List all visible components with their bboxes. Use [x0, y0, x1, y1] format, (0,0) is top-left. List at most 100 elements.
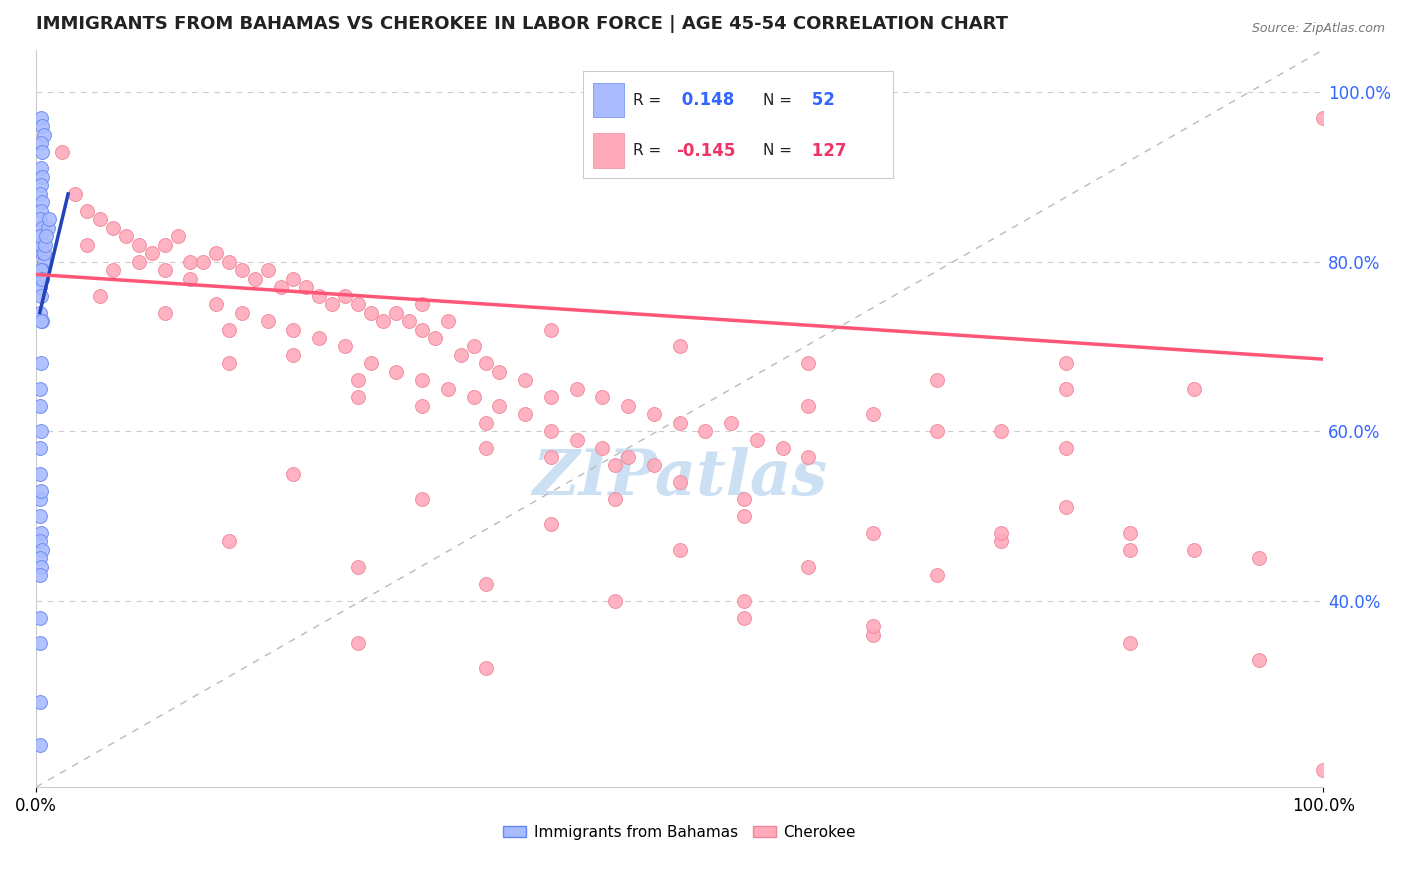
Point	[205, 297, 228, 311]
Point	[30, 525, 52, 540]
Point	[153, 305, 176, 319]
Point	[153, 263, 176, 277]
Point	[346, 390, 368, 404]
Point	[990, 424, 1012, 438]
Text: 127: 127	[806, 142, 846, 160]
Point	[450, 348, 472, 362]
Point	[398, 314, 420, 328]
Point	[28, 738, 51, 752]
Point	[28, 610, 51, 624]
Point	[346, 636, 368, 650]
Point	[1119, 525, 1142, 540]
Point	[1184, 382, 1206, 396]
Point	[283, 322, 305, 336]
Point	[990, 525, 1012, 540]
Point	[475, 356, 498, 370]
Point	[28, 186, 51, 201]
Point	[218, 254, 240, 268]
Point	[218, 356, 240, 370]
Point	[513, 407, 536, 421]
Point	[488, 365, 510, 379]
Point	[30, 263, 52, 277]
Point	[89, 212, 111, 227]
Point	[28, 229, 51, 244]
Point	[101, 220, 124, 235]
Point	[31, 263, 53, 277]
Point	[1119, 542, 1142, 557]
Point	[1119, 636, 1142, 650]
Point	[463, 339, 485, 353]
Point	[308, 288, 330, 302]
Point	[28, 382, 51, 396]
Point	[35, 229, 58, 244]
Point	[1054, 441, 1077, 455]
Point	[218, 534, 240, 549]
Point	[411, 373, 433, 387]
Point	[128, 237, 150, 252]
Point	[925, 424, 948, 438]
Point	[862, 407, 884, 421]
Point	[797, 559, 820, 574]
Point	[695, 424, 717, 438]
Point	[925, 373, 948, 387]
Point	[423, 331, 446, 345]
Point	[862, 627, 884, 641]
Point	[862, 619, 884, 633]
Point	[1247, 653, 1270, 667]
Point	[30, 161, 52, 176]
Point	[733, 610, 755, 624]
Point	[411, 399, 433, 413]
Point	[30, 136, 52, 150]
Point	[591, 390, 613, 404]
Point	[668, 475, 690, 489]
Point	[540, 322, 562, 336]
Point	[540, 517, 562, 532]
Text: IMMIGRANTS FROM BAHAMAS VS CHEROKEE IN LABOR FORCE | AGE 45-54 CORRELATION CHART: IMMIGRANTS FROM BAHAMAS VS CHEROKEE IN L…	[37, 15, 1008, 33]
Point	[617, 450, 640, 464]
Point	[89, 288, 111, 302]
Point	[308, 331, 330, 345]
Point	[565, 382, 588, 396]
Point	[128, 254, 150, 268]
Point	[166, 229, 188, 244]
Point	[30, 356, 52, 370]
Point	[385, 305, 408, 319]
Text: N =: N =	[763, 93, 792, 108]
Point	[283, 348, 305, 362]
Point	[346, 373, 368, 387]
Point	[179, 254, 201, 268]
Text: Source: ZipAtlas.com: Source: ZipAtlas.com	[1251, 22, 1385, 36]
Point	[28, 441, 51, 455]
Point	[643, 407, 665, 421]
Point	[31, 145, 53, 159]
Point	[141, 246, 163, 260]
Point	[797, 356, 820, 370]
Point	[256, 314, 278, 328]
Point	[31, 119, 53, 133]
Point	[37, 220, 59, 235]
Point	[333, 288, 356, 302]
Point	[193, 254, 215, 268]
Point	[34, 237, 56, 252]
Point	[862, 525, 884, 540]
Point	[605, 491, 627, 506]
Point	[321, 297, 343, 311]
Point	[30, 271, 52, 285]
Point	[373, 314, 395, 328]
Point	[31, 220, 53, 235]
Point	[1054, 500, 1077, 515]
Point	[513, 373, 536, 387]
Point	[76, 203, 98, 218]
Bar	[593, 134, 624, 168]
Point	[990, 534, 1012, 549]
Point	[32, 254, 55, 268]
Point	[617, 399, 640, 413]
Point	[540, 450, 562, 464]
Point	[231, 305, 253, 319]
Text: ZIPatlas: ZIPatlas	[531, 447, 827, 508]
Point	[797, 450, 820, 464]
Point	[30, 314, 52, 328]
Point	[605, 458, 627, 472]
Point	[179, 271, 201, 285]
Point	[733, 593, 755, 607]
